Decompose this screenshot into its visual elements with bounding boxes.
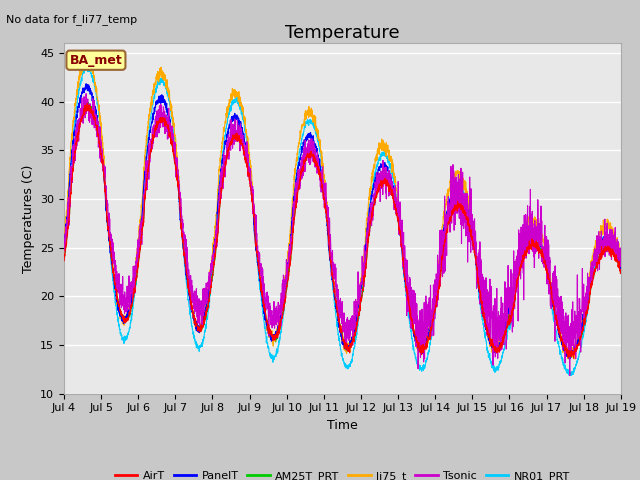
- Y-axis label: Temperatures (C): Temperatures (C): [22, 164, 35, 273]
- Legend: AirT, PanelT, AM25T_PRT, li75_t, Tsonic, NR01_PRT: AirT, PanelT, AM25T_PRT, li75_t, Tsonic,…: [111, 467, 574, 480]
- X-axis label: Time: Time: [327, 419, 358, 432]
- Text: No data for f_li77_temp: No data for f_li77_temp: [6, 14, 138, 25]
- Title: Temperature: Temperature: [285, 24, 400, 42]
- Text: BA_met: BA_met: [70, 54, 122, 67]
